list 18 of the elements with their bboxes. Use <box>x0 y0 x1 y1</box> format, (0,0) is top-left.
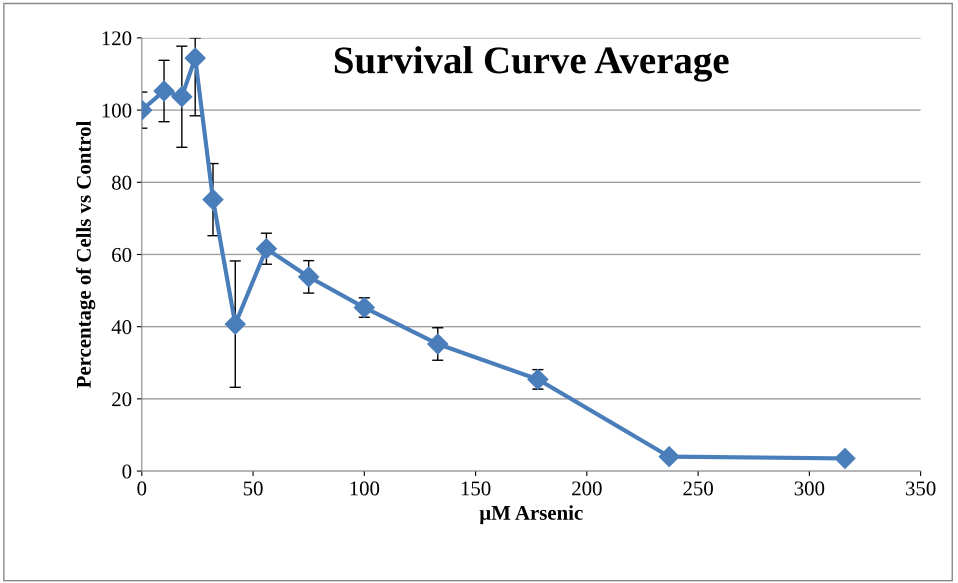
y-tick-label: 120 <box>102 31 132 46</box>
y-tick-label: 20 <box>112 392 132 406</box>
y-tick-label: 100 <box>102 103 132 118</box>
x-tick-label: 200 <box>572 481 602 496</box>
x-tick-label: 250 <box>683 481 713 496</box>
y-tick-label: 40 <box>112 320 132 334</box>
x-tick-label: 50 <box>244 481 263 496</box>
y-axis-title: Percentage of Cells vs Control <box>76 120 96 388</box>
x-tick-label: 350 <box>906 481 936 496</box>
y-tick-label: 60 <box>112 248 132 262</box>
y-tick-label: 80 <box>112 176 132 190</box>
x-tick-label: 150 <box>462 481 490 496</box>
x-tick-label: 0 <box>137 481 146 496</box>
chart-title: Survival Curve Average <box>334 46 729 82</box>
y-tick-label: 0 <box>122 464 132 478</box>
x-tick-label: 300 <box>794 481 824 496</box>
x-axis-title: µM Arsenic <box>480 505 583 524</box>
x-tick-label: 100 <box>350 481 380 496</box>
